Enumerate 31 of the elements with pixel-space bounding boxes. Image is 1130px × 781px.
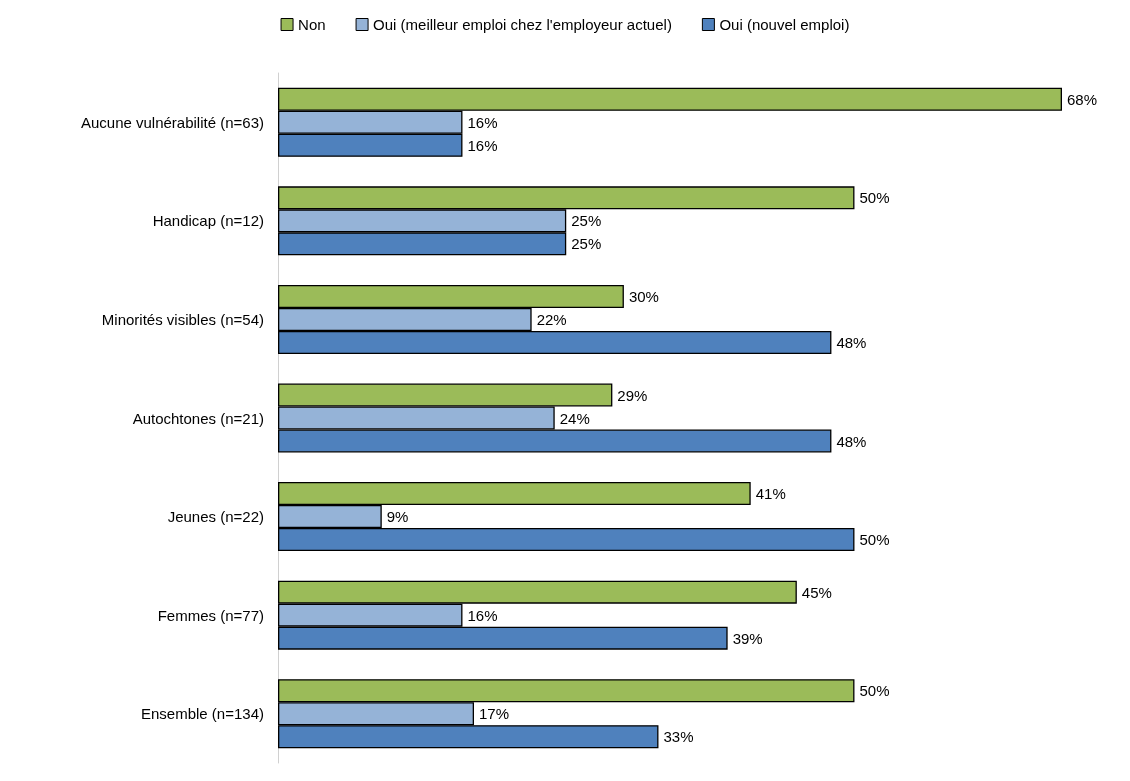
data-label: 45% [801, 583, 832, 601]
data-label: 48% [836, 432, 867, 450]
data-label: 50% [859, 189, 890, 207]
data-label: 25% [571, 235, 602, 253]
y-tick-label: Jeunes (n=22) [167, 508, 264, 526]
data-label: 30% [628, 287, 659, 305]
data-label: 50% [859, 682, 890, 700]
data-label: 22% [536, 310, 567, 328]
y-tick-label: Aucune vulnérabilité (n=63) [80, 113, 264, 131]
data-label: 25% [571, 212, 602, 230]
data-label: 9% [386, 508, 409, 526]
data-label: 39% [732, 629, 763, 647]
legend-label: Oui (nouvel emploi) [719, 16, 850, 33]
data-label: 41% [755, 485, 786, 503]
y-tick-label: Autochtones (n=21) [132, 409, 264, 427]
y-tick-label: Ensemble (n=134) [141, 705, 264, 723]
data-label: 48% [836, 333, 867, 351]
y-tick-label: Femmes (n=77) [157, 606, 264, 624]
legend-label: Non [298, 16, 326, 33]
data-label: 16% [467, 606, 498, 624]
y-tick-label: Minorités visibles (n=54) [101, 310, 264, 328]
y-tick-label: Handicap (n=12) [152, 212, 264, 230]
data-label: 33% [663, 728, 694, 746]
data-label: 17% [479, 705, 510, 723]
data-label: 16% [467, 136, 498, 154]
data-label: 29% [617, 386, 648, 404]
legend-label: Oui (meilleur emploi chez l'employeur actuel) [373, 16, 672, 33]
data-label: 24% [559, 409, 590, 427]
data-label: 68% [1067, 90, 1098, 108]
data-label: 16% [467, 113, 498, 131]
data-label: 50% [859, 531, 890, 549]
